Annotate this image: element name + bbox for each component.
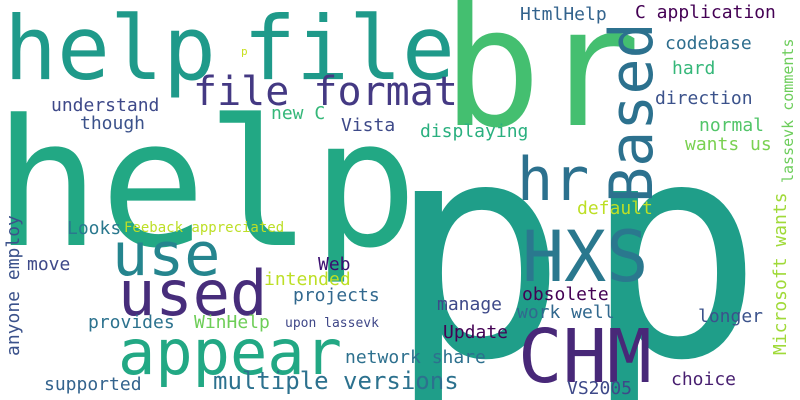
word-new-c: new C [271, 103, 326, 124]
word-hr: hr [517, 145, 590, 215]
word-hxs: HXS [522, 216, 649, 298]
word-update: Update [443, 322, 509, 343]
word-help-top: help [4, 0, 216, 100]
word-help-large: help [0, 82, 418, 287]
word-provides: provides [88, 312, 175, 333]
word-supported: supported [44, 374, 142, 395]
word-longer: longer [698, 306, 764, 327]
word-direction: direction [655, 88, 753, 109]
word-though: though [80, 113, 146, 134]
word-web: Web [318, 254, 351, 275]
word-anyone-employ-vertical: anyone employ [3, 215, 24, 356]
word-codebase: codebase [665, 33, 752, 54]
word-projects: projects [293, 285, 380, 306]
word-winhelp: WinHelp [194, 312, 270, 333]
word-feeback-appreciated: Feeback appreciated [124, 220, 285, 236]
word-work-well: work well [517, 302, 615, 323]
word-understand: understand [51, 95, 160, 116]
word-p-large-right: p [583, 77, 764, 400]
word-default: default [577, 198, 653, 219]
word-intended: intended [264, 269, 351, 290]
word-chm: CHM [518, 314, 652, 400]
word-move: move [27, 254, 71, 275]
word-use: use [112, 220, 221, 290]
word-vs2005: VS2005 [567, 378, 633, 399]
word-lassevk-comments-vertical: lassevk comments [779, 38, 797, 184]
word-based-vertical: Based [597, 22, 667, 203]
word-used: used [118, 257, 268, 330]
word-looks: Looks [67, 218, 122, 239]
word-upon-lassevk: upon lassevk [285, 316, 379, 331]
word-p-small: p [241, 45, 248, 58]
word-appear: appear [118, 316, 342, 389]
word-displaying: displaying [420, 121, 529, 142]
word-obsolete: obsolete [522, 284, 609, 305]
word-choice: choice [671, 369, 737, 390]
word-manage: manage [437, 294, 503, 315]
word-hard: hard [672, 58, 716, 79]
word-wants-us: wants us [685, 134, 772, 155]
word-microsoft-wants-vertical: Microsoft wants [770, 192, 791, 355]
word-vista: Vista [341, 115, 396, 136]
word-p-large-left: p [387, 77, 568, 400]
word-network-share: network share [345, 347, 486, 368]
word-htmlhelp: HtmlHelp [520, 4, 607, 25]
word-multiple-versions: multiple versions [213, 367, 459, 395]
word-normal: normal [699, 115, 765, 136]
word-c-application: C application [635, 2, 776, 23]
word-file-top: file [243, 0, 455, 100]
word-file-format: file format [193, 69, 458, 115]
word-br: br [442, 0, 641, 164]
